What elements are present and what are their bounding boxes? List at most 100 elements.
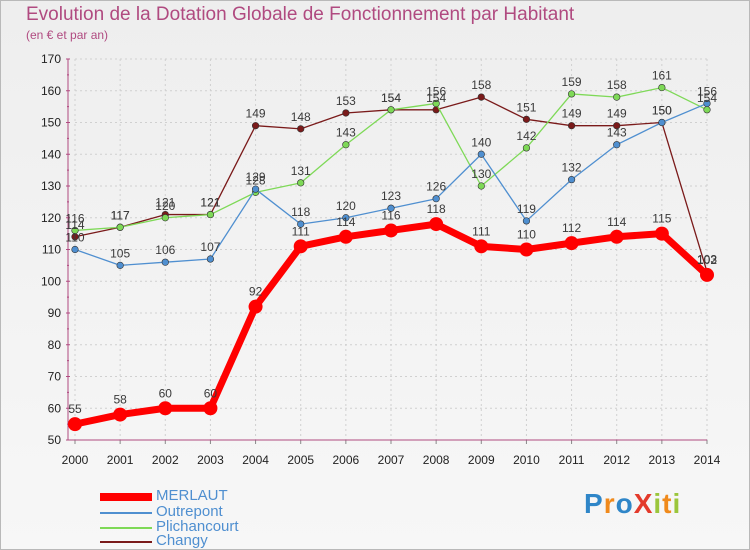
data-point-merlaut-2014 xyxy=(700,267,714,282)
data-label-outrepont-2010: 119 xyxy=(517,202,536,216)
x-tick-label-2004: 2004 xyxy=(242,453,269,467)
data-point-merlaut-2001 xyxy=(113,407,128,422)
x-tick-label-2005: 2005 xyxy=(287,453,314,467)
legend-label-outrepont: Outrepont xyxy=(156,503,223,520)
data-label-merlaut-2006: 114 xyxy=(336,215,355,229)
data-label-plichancourt-2001: 117 xyxy=(111,208,130,222)
data-label-outrepont-2004: 129 xyxy=(246,170,266,184)
data-label-plichancourt-2011: 159 xyxy=(562,75,582,89)
data-label-changy-2007: 154 xyxy=(381,91,401,105)
data-label-merlaut-2014: 102 xyxy=(697,253,717,267)
data-point-changy-2012 xyxy=(613,122,621,130)
data-label-changy-2001: 117 xyxy=(111,208,130,222)
data-point-merlaut-2005 xyxy=(293,239,308,254)
data-point-plichancourt-2005 xyxy=(297,179,305,187)
data-label-plichancourt-2014: 154 xyxy=(697,91,717,105)
data-point-merlaut-2012 xyxy=(609,229,624,244)
chart-subtitle: (en € et par an) xyxy=(26,28,109,42)
data-point-outrepont-2013 xyxy=(658,118,666,127)
y-tick-label-100: 100 xyxy=(41,274,61,288)
data-point-plichancourt-2002 xyxy=(161,214,169,222)
data-point-changy-2010 xyxy=(522,115,531,123)
x-tick-label-2003: 2003 xyxy=(197,453,224,467)
data-label-plichancourt-2002: 120 xyxy=(155,199,175,213)
data-point-merlaut-2006 xyxy=(338,229,353,244)
data-point-merlaut-2010 xyxy=(519,242,534,257)
data-label-plichancourt-2003: 121 xyxy=(200,196,220,210)
data-point-merlaut-2002 xyxy=(158,401,173,416)
data-label-outrepont-2000: 110 xyxy=(65,231,84,245)
data-label-merlaut-2010: 110 xyxy=(517,228,536,242)
data-point-plichancourt-2011 xyxy=(567,90,576,98)
legend-label-plichancourt: Plichancourt xyxy=(156,518,239,535)
data-point-changy-2004 xyxy=(251,122,260,130)
y-tick-label-120: 120 xyxy=(41,211,61,225)
data-point-outrepont-2014 xyxy=(703,99,711,108)
data-point-outrepont-2011 xyxy=(567,176,576,184)
data-point-plichancourt-2001 xyxy=(116,223,124,231)
data-point-outrepont-2012 xyxy=(613,141,621,149)
data-point-changy-2005 xyxy=(297,125,305,133)
y-tick-label-160: 160 xyxy=(41,84,61,98)
data-label-plichancourt-2010: 142 xyxy=(516,129,536,143)
data-label-changy-2013: 150 xyxy=(652,104,672,118)
data-label-merlaut-2009: 111 xyxy=(472,224,491,238)
data-label-changy-2009: 158 xyxy=(471,78,491,92)
data-label-merlaut-2008: 118 xyxy=(427,202,446,216)
series-lines xyxy=(68,83,714,432)
data-label-merlaut-2000: 55 xyxy=(68,402,82,416)
data-label-outrepont-2009: 140 xyxy=(471,135,491,149)
x-tick-label-2011: 2011 xyxy=(559,453,585,467)
x-tick-label-2000: 2000 xyxy=(62,453,89,467)
data-label-merlaut-2005: 111 xyxy=(292,224,311,238)
data-label-outrepont-2007: 123 xyxy=(381,189,401,203)
data-label-plichancourt-2007: 154 xyxy=(381,91,401,105)
data-label-plichancourt-2006: 143 xyxy=(336,126,356,140)
data-label-merlaut-2012: 114 xyxy=(607,215,626,229)
data-label-outrepont-2011: 132 xyxy=(562,161,582,175)
data-label-plichancourt-2008: 156 xyxy=(426,84,446,98)
data-point-merlaut-2008 xyxy=(429,217,444,232)
data-label-changy-2014: 103 xyxy=(697,253,717,267)
data-label-outrepont-2012: 143 xyxy=(607,126,627,140)
data-label-outrepont-2003: 107 xyxy=(200,240,220,254)
data-label-merlaut-2001: 58 xyxy=(113,393,127,407)
data-point-merlaut-2009 xyxy=(474,239,489,254)
data-point-plichancourt-2000 xyxy=(71,226,79,235)
data-point-outrepont-2001 xyxy=(116,261,124,269)
legend-label-changy: Changy xyxy=(156,532,208,549)
legend-swatch-changy xyxy=(100,541,152,543)
data-point-outrepont-2006 xyxy=(342,214,350,222)
data-point-merlaut-2013 xyxy=(654,226,669,241)
x-tick-label-2013: 2013 xyxy=(649,453,676,467)
x-tick-label-2002: 2002 xyxy=(152,453,179,467)
y-tick-label-60: 60 xyxy=(48,401,62,415)
x-tick-label-2010: 2010 xyxy=(513,453,540,467)
logo-letter: t xyxy=(662,488,673,519)
axes: 50 60 70 80 90 100 110 120 130 140 150 160 170 2000 20… xyxy=(41,52,721,467)
y-tick-label-130: 130 xyxy=(41,179,61,193)
data-label-plichancourt-2004: 128 xyxy=(246,173,266,187)
data-label-changy-2002: 121 xyxy=(155,196,175,210)
data-label-plichancourt-2012: 158 xyxy=(607,78,627,92)
x-tick-label-2014: 2014 xyxy=(694,453,721,467)
data-point-changy-2009 xyxy=(477,93,485,101)
data-label-plichancourt-2000: 116 xyxy=(65,211,84,225)
y-tick-label-110: 110 xyxy=(42,243,61,257)
data-point-outrepont-2003 xyxy=(206,255,215,263)
data-label-merlaut-2003: 60 xyxy=(204,386,218,400)
data-label-outrepont-2002: 106 xyxy=(155,243,175,257)
data-point-outrepont-2000 xyxy=(71,245,79,254)
data-point-outrepont-2005 xyxy=(297,220,305,228)
data-point-changy-2006 xyxy=(342,109,350,117)
data-point-merlaut-2011 xyxy=(564,236,579,251)
logo-letter: r xyxy=(603,488,616,519)
legend-label-merlaut: MERLAUT xyxy=(156,487,228,504)
x-tick-label-2007: 2007 xyxy=(378,453,405,467)
x-tick-label-2012: 2012 xyxy=(603,453,630,467)
data-label-changy-2008: 154 xyxy=(426,91,446,105)
logo-letter: X xyxy=(633,488,654,519)
x-tick-label-2009: 2009 xyxy=(468,453,495,467)
